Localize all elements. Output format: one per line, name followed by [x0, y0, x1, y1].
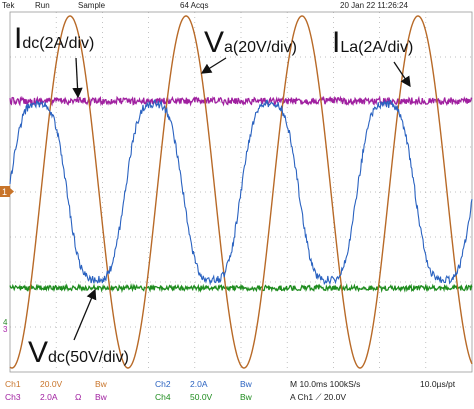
readout-item: 10.0µs/pt	[420, 379, 456, 389]
annotation-idc: Idc(2A/div)	[14, 22, 94, 55]
subscript: a(20V/div)	[224, 39, 297, 56]
readout-item: Ch3	[5, 392, 21, 402]
arrow	[73, 288, 97, 341]
ch1-marker: 1	[0, 186, 14, 197]
trace-va	[9, 15, 473, 369]
symbol: I	[332, 26, 340, 59]
readout-item: Bw	[95, 392, 108, 402]
trace-idc	[9, 95, 473, 107]
subscript: dc(2A/div)	[22, 35, 94, 52]
readout-item: 2.0A	[40, 392, 58, 402]
readout-item: A Ch1 ⟋ 20.0V	[290, 392, 346, 402]
marker-arrow	[10, 188, 14, 195]
marker-box	[0, 186, 10, 197]
readout-item: 20.0V	[40, 379, 63, 389]
readout-item: 50.0V	[190, 392, 213, 402]
readout-item: Bw	[95, 379, 108, 389]
arrows	[72, 57, 411, 341]
symbol: I	[14, 22, 22, 55]
annotation-vdc: Vdc(50V/div)	[28, 336, 129, 369]
annotation-ila: ILa(2A/div)	[332, 26, 413, 59]
readout-item: Ω	[75, 392, 81, 402]
brand: Tek	[2, 1, 15, 10]
readout-item: Ch1	[5, 379, 21, 389]
subscript: dc(50V/div)	[48, 349, 129, 366]
arrow	[72, 57, 83, 99]
arrow	[200, 57, 227, 74]
symbol: V	[204, 26, 224, 59]
symbol: V	[28, 336, 48, 369]
readout-item: Ch4	[155, 392, 171, 402]
readout-item: Bw	[240, 379, 253, 389]
acq-mode: Sample	[78, 1, 106, 10]
trace-ila	[9, 98, 473, 286]
arrow	[393, 61, 411, 88]
ch3-marker: 3	[3, 325, 8, 334]
readout-item: Bw	[240, 392, 253, 402]
readout: Ch1 20.0V Bw Ch2 2.0A Bw M 10.0ms 100kS/s 10.0µ…	[5, 379, 456, 402]
readout-item: M 10.0ms 100kS/s	[290, 379, 360, 389]
readout-item: 2.0A	[190, 379, 208, 389]
ch4-marker: 4	[3, 318, 8, 327]
annotation-va: Va(20V/div)	[204, 26, 297, 59]
run-state: Run	[35, 1, 50, 10]
acquisitions: 64 Acqs	[180, 1, 208, 10]
marker-label: 1	[2, 187, 7, 197]
subscript: La(2A/div)	[340, 39, 413, 56]
timestamp: 20 Jan 22 11:26:24	[340, 1, 408, 10]
readout-item: Ch2	[155, 379, 171, 389]
annotations: Idc(2A/div) Va(20V/div) ILa(2A/div) Vdc(…	[14, 22, 413, 369]
